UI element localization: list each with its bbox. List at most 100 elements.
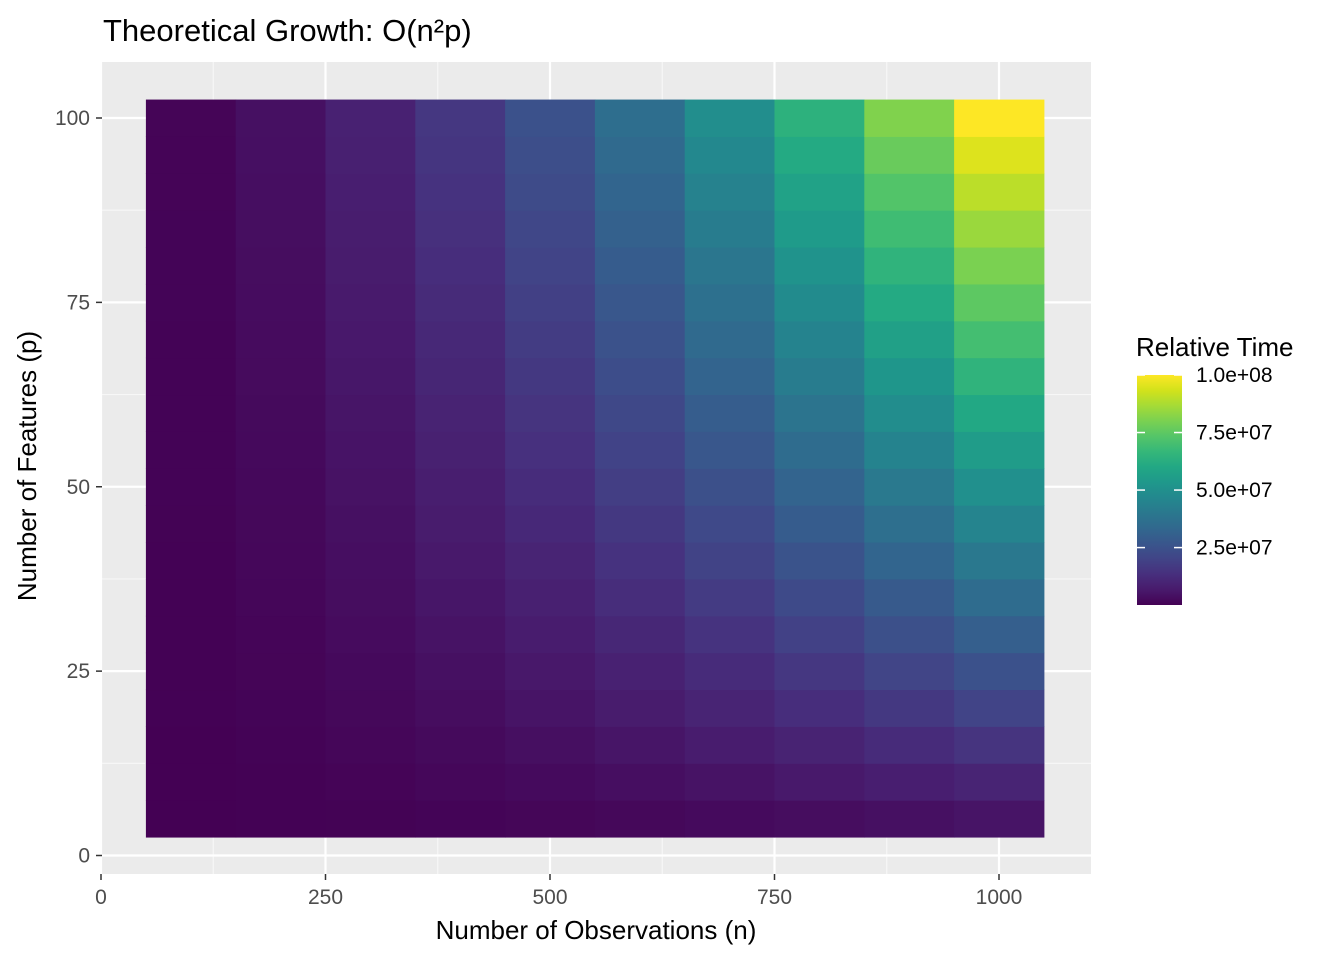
heatmap-tile (505, 800, 596, 838)
heatmap-tile (954, 652, 1045, 691)
heatmap-tile (954, 689, 1045, 727)
heatmap-tile (594, 99, 686, 137)
heatmap-tile (864, 357, 955, 396)
heatmap-tile (145, 578, 237, 617)
heatmap-tile (235, 615, 326, 654)
heatmap-tile (864, 468, 955, 506)
heatmap-tile (415, 99, 506, 137)
heatmap-tile (505, 505, 596, 543)
heatmap-tile (864, 173, 955, 211)
heatmap-tile (235, 247, 326, 285)
heatmap-tile (864, 505, 955, 543)
heatmap-tile (954, 615, 1045, 654)
heatmap-tile (235, 689, 326, 727)
heatmap-tile (505, 468, 596, 506)
heatmap-tile (594, 210, 686, 248)
heatmap-tile (235, 652, 326, 691)
y-tick-label: 100 (55, 107, 90, 130)
heatmap-tile (864, 652, 955, 691)
heatmap-tile (774, 468, 865, 506)
heatmap-tile (684, 173, 775, 211)
heatmap-tile (954, 505, 1045, 543)
heatmap-tile (774, 210, 865, 248)
heatmap-tile (145, 615, 237, 654)
legend-break-label: 1.0e+08 (1196, 364, 1273, 387)
heatmap-tile (954, 726, 1045, 764)
x-tick-label: 1000 (976, 886, 1023, 909)
heatmap-tile (415, 431, 506, 469)
heatmap-tile (594, 173, 686, 211)
heatmap-tile (594, 247, 686, 285)
heatmap-tile (684, 578, 775, 617)
heatmap-tile (774, 136, 865, 174)
heatmap-tile (235, 542, 326, 580)
heatmap-tile (145, 283, 237, 322)
heatmap-tile (145, 210, 237, 248)
heatmap-tile (594, 283, 686, 322)
heatmap-tile (864, 283, 955, 322)
heatmap-tile (954, 320, 1045, 359)
heatmap-tile (325, 136, 416, 174)
heatmap-tile (235, 468, 326, 506)
heatmap-tile (325, 542, 416, 580)
color-legend: Relative Time 2.5e+07 5.0e+07 7.5e+07 1.0e+… (1136, 332, 1294, 605)
heatmap-tile (954, 431, 1045, 469)
heatmap-tile (954, 578, 1045, 617)
heatmap-tile (684, 357, 775, 396)
heatmap-tile (235, 320, 326, 359)
heatmap-tile (505, 99, 596, 137)
heatmap-tile (954, 99, 1045, 137)
heatmap-tile (145, 136, 237, 174)
heatmap-tile (684, 726, 775, 764)
heatmap-tile (235, 210, 326, 248)
heatmap-tile (415, 763, 506, 801)
heatmap-tile (145, 505, 237, 543)
heatmap-tile (145, 247, 237, 285)
chart-title: Theoretical Growth: O(n²p) (103, 13, 472, 48)
heatmap-tile (864, 689, 955, 727)
heatmap-tile (594, 726, 686, 764)
heatmap-tile (594, 615, 686, 654)
heatmap-tile (864, 210, 955, 248)
heatmap-tile (415, 800, 506, 838)
heatmap-tile (954, 136, 1045, 174)
heatmap-tile (325, 578, 416, 617)
heatmap-tile (684, 505, 775, 543)
heatmap-tile (415, 283, 506, 322)
heatmap-tile (684, 283, 775, 322)
heatmap-tile (774, 173, 865, 211)
heatmap-tile (505, 394, 596, 432)
heatmap-tile (235, 173, 326, 211)
x-tick-label: 750 (757, 886, 792, 909)
heatmap-tile (684, 394, 775, 432)
heatmap-tile (774, 652, 865, 691)
heatmap-tile (415, 357, 506, 396)
heatmap-tile (145, 726, 237, 764)
heatmap-tile (684, 247, 775, 285)
heatmap-tile (145, 542, 237, 580)
heatmap-tile (145, 431, 237, 469)
heatmap-tile (774, 394, 865, 432)
heatmap-tile (774, 615, 865, 654)
heatmap-tile (954, 247, 1045, 285)
heatmap-tile (325, 99, 416, 137)
x-axis-title: Number of Observations (n) (436, 915, 757, 945)
heatmap-tile (145, 173, 237, 211)
heatmap-tile (415, 578, 506, 617)
heatmap-tile (684, 763, 775, 801)
heatmap-tile (774, 542, 865, 580)
heatmap-tile (505, 357, 596, 396)
heatmap-tile (684, 99, 775, 137)
heatmap-tile (505, 431, 596, 469)
heatmap-tile (325, 800, 416, 838)
heatmap-tile (325, 689, 416, 727)
heatmap-tile (505, 320, 596, 359)
heatmap-tile (415, 468, 506, 506)
heatmap-tile (684, 652, 775, 691)
heatmap-tile (325, 468, 416, 506)
heatmap-tile (864, 615, 955, 654)
heatmap-tile (145, 320, 237, 359)
heatmap-tile (594, 431, 686, 469)
heatmap-tile (505, 283, 596, 322)
heatmap-tile (505, 173, 596, 211)
